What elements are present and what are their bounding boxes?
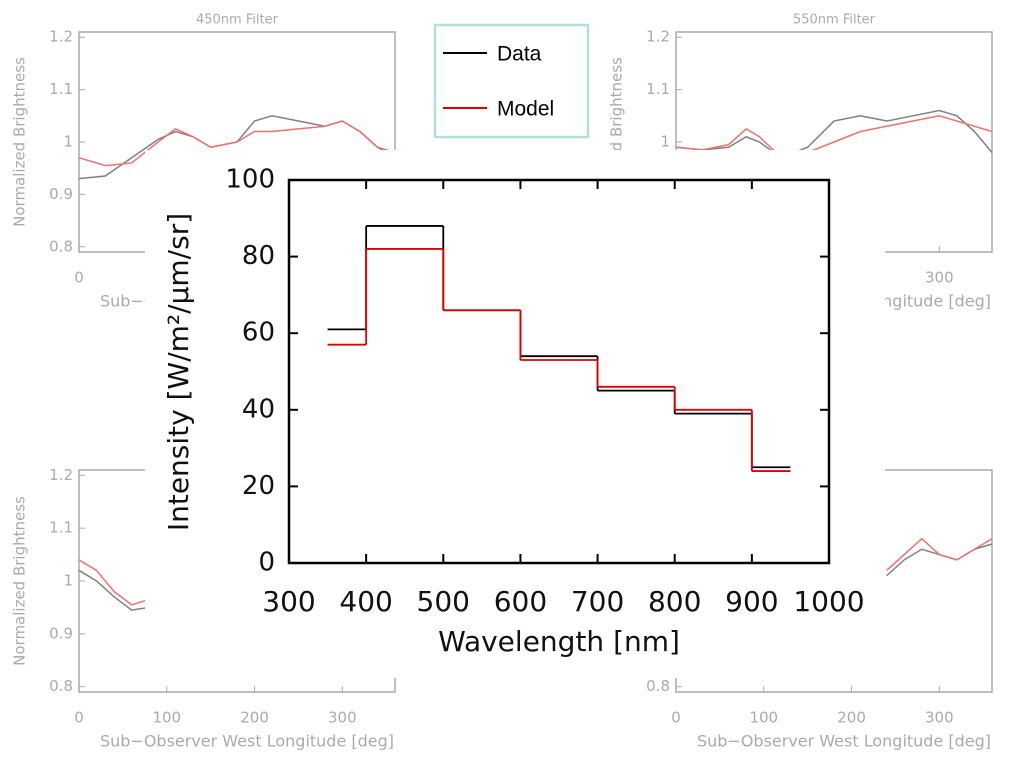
x-axis-label: Sub−Observer West Longitude [deg] (697, 732, 991, 751)
x-tick-label: 900 (725, 585, 778, 618)
x-tick-label: 700 (571, 585, 624, 618)
legend-box (433, 23, 590, 139)
y-tick-label: 40 (242, 394, 275, 424)
x-tick-label: 100 (749, 709, 778, 727)
y-axis-label: Normalized Brightness (11, 57, 29, 227)
y-axis-label: Normalized Brightness (11, 496, 29, 666)
x-tick-label: 300 (925, 709, 954, 727)
series-line (78, 120, 396, 167)
y-tick-label: 0.8 (49, 237, 73, 255)
y-tick-label: 0.9 (49, 185, 73, 203)
y-tick-label: 1.2 (646, 28, 670, 46)
legend-label: Model (497, 98, 554, 121)
x-tick-label: 200 (240, 709, 269, 727)
y-tick-label: 0.8 (646, 677, 670, 695)
series-line (675, 115, 993, 159)
y-tick-label: 100 (225, 165, 275, 195)
plot-frame (287, 178, 831, 565)
series-line (886, 537, 993, 571)
y-tick-label: 0.9 (49, 624, 73, 642)
series-line (675, 109, 993, 159)
y-tick-label: 1.1 (49, 519, 73, 537)
x-tick-label: 400 (339, 585, 392, 618)
y-tick-label: 1 (63, 572, 73, 590)
y-axis-label: Intensity [W/m²/μm/sr] (162, 213, 195, 531)
x-tick-label: 300 (328, 709, 357, 727)
main-backdrop (145, 150, 885, 678)
panel-title: 550nm Filter (793, 13, 876, 28)
x-axis-label: Sub−Observer West Longitude [deg] (100, 732, 394, 751)
legend-label: Data (497, 43, 542, 66)
panel-title: 450nm Filter (196, 13, 279, 28)
x-tick-label: 0 (671, 709, 681, 727)
y-tick-label: 0 (258, 548, 275, 578)
y-tick-label: 1.2 (49, 28, 73, 46)
x-tick-label: 500 (417, 585, 470, 618)
x-tick-label: 0 (74, 269, 84, 287)
y-tick-label: 1 (63, 133, 73, 151)
x-tick-label: 100 (152, 709, 181, 727)
x-axis-label: Wavelength [nm] (438, 625, 680, 658)
x-tick-label: 1000 (793, 585, 864, 618)
x-tick-label: 800 (648, 585, 701, 618)
y-tick-label: 1.1 (646, 80, 670, 98)
x-tick-label: 0 (74, 709, 84, 727)
x-tick-label: 200 (837, 709, 866, 727)
y-tick-label: 1.1 (49, 80, 73, 98)
x-tick-label: 300 (925, 269, 954, 287)
y-tick-label: 1.2 (49, 466, 73, 484)
y-tick-label: 80 (242, 241, 275, 271)
y-tick-label: 20 (242, 471, 275, 501)
x-tick-label: 600 (494, 585, 547, 618)
y-tick-label: 1 (660, 133, 670, 151)
x-tick-label: 300 (262, 585, 315, 618)
y-tick-label: 60 (242, 318, 275, 348)
y-tick-label: 0.8 (49, 677, 73, 695)
